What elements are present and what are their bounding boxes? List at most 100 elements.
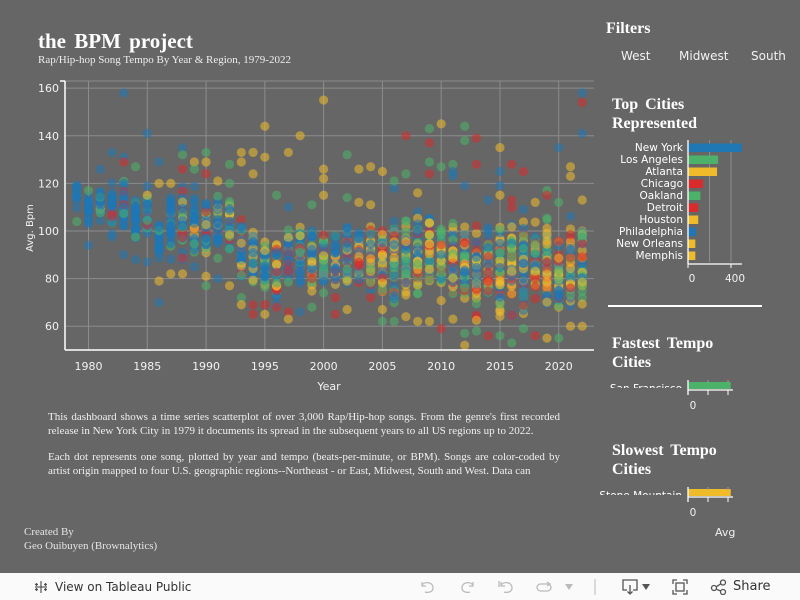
song-dot (448, 159, 458, 169)
song-dot (530, 259, 540, 269)
song-dot (248, 169, 258, 179)
song-dot (413, 188, 423, 198)
song-dot (495, 190, 505, 200)
song-dot (107, 178, 117, 188)
slowest-tempo-bar-chart[interactable]: Stone Mountain 0 (600, 482, 750, 522)
song-dot (224, 229, 235, 240)
dashboard-subtitle: Rap/Hip-hop Song Tempo By Year & Region,… (38, 54, 291, 66)
song-dot (154, 297, 164, 307)
song-dot (107, 147, 117, 158)
city-label: New Orleans (616, 238, 683, 250)
song-dot (366, 278, 376, 288)
refresh-button[interactable] (535, 573, 573, 600)
song-dot (518, 286, 529, 296)
song-dot (319, 164, 329, 174)
song-dot (577, 245, 587, 256)
download-button[interactable] (621, 573, 650, 600)
song-dot (377, 166, 387, 177)
song-dot (319, 174, 329, 184)
city-label: Los Angeles (620, 154, 683, 166)
song-dot (460, 229, 470, 239)
song-dot (342, 238, 352, 248)
city-bar (688, 191, 701, 200)
song-dot (366, 293, 376, 303)
fastest-tempo-bar-chart[interactable]: San Francisco 0 (600, 375, 750, 415)
song-dot (295, 247, 305, 258)
song-dot (342, 256, 352, 267)
song-dot (330, 293, 340, 303)
song-dot (177, 186, 188, 196)
song-dot (236, 293, 246, 303)
view-on-tableau-public-link[interactable]: View on Tableau Public (33, 573, 191, 600)
song-dot (577, 238, 587, 248)
song-dot (224, 203, 235, 214)
section-divider (608, 305, 762, 307)
song-dot (542, 333, 552, 343)
fullscreen-button[interactable] (671, 573, 689, 600)
song-dot (483, 331, 493, 341)
description-paragraph-1: This dashboard shows a time series scatt… (48, 411, 560, 437)
song-dot (495, 224, 505, 235)
song-dot (236, 215, 246, 225)
song-dot (283, 256, 293, 266)
song-dot (460, 237, 470, 248)
song-dot (436, 240, 446, 250)
song-dot (471, 221, 482, 231)
song-dot (119, 178, 129, 188)
song-dot (542, 213, 552, 223)
song-dot (577, 299, 587, 309)
song-dot (354, 233, 364, 243)
song-dot (460, 222, 470, 232)
filter-west[interactable]: West (621, 49, 651, 63)
song-dot (119, 88, 129, 98)
song-dot (507, 195, 517, 205)
song-dot (424, 230, 435, 240)
song-dot (424, 239, 435, 249)
redo-button[interactable] (458, 573, 476, 600)
refresh-dropdown-icon[interactable] (565, 583, 573, 590)
song-dot (83, 196, 94, 207)
song-dot (319, 95, 329, 105)
song-dot (530, 248, 540, 258)
tableau-toolbar: View on Tableau Public Share (0, 573, 800, 600)
bpm-scatterplot[interactable]: 60 80 100 120 140 160 1980 1985 1990 1995 2000 2005… (0, 75, 600, 405)
song-dot (495, 255, 505, 265)
song-dot (319, 190, 329, 200)
song-dot (448, 314, 458, 324)
song-dot (248, 309, 258, 319)
song-dot (377, 238, 387, 248)
song-dot (413, 316, 423, 327)
refresh-icon (535, 579, 555, 595)
y-tick-label: 100 (38, 225, 59, 238)
song-dot (577, 292, 587, 303)
song-dot (389, 176, 399, 186)
song-dot (236, 300, 246, 310)
song-dot (119, 202, 129, 212)
song-dot (518, 231, 529, 241)
filter-south[interactable]: South (751, 49, 786, 63)
song-dot (366, 247, 376, 257)
song-dot (295, 255, 305, 266)
undo-button[interactable] (419, 573, 437, 600)
song-dot (177, 203, 188, 214)
filter-midwest[interactable]: Midwest (679, 49, 729, 63)
revert-button[interactable] (497, 573, 515, 600)
song-dot (130, 254, 141, 265)
song-dot (507, 253, 517, 263)
song-dot (507, 222, 517, 232)
song-dot (95, 164, 105, 174)
share-button[interactable]: Share (710, 573, 771, 600)
song-dot (307, 231, 317, 241)
song-dot (495, 181, 505, 191)
undo-icon (419, 579, 437, 595)
song-dot (424, 169, 435, 179)
song-dot (224, 178, 235, 188)
song-dot (389, 316, 399, 327)
avg-axis-label: Avg (715, 526, 736, 539)
song-dot (448, 253, 458, 263)
song-dot (72, 216, 82, 227)
song-dot (295, 131, 305, 141)
axis-tick-label: 0 (690, 400, 697, 412)
